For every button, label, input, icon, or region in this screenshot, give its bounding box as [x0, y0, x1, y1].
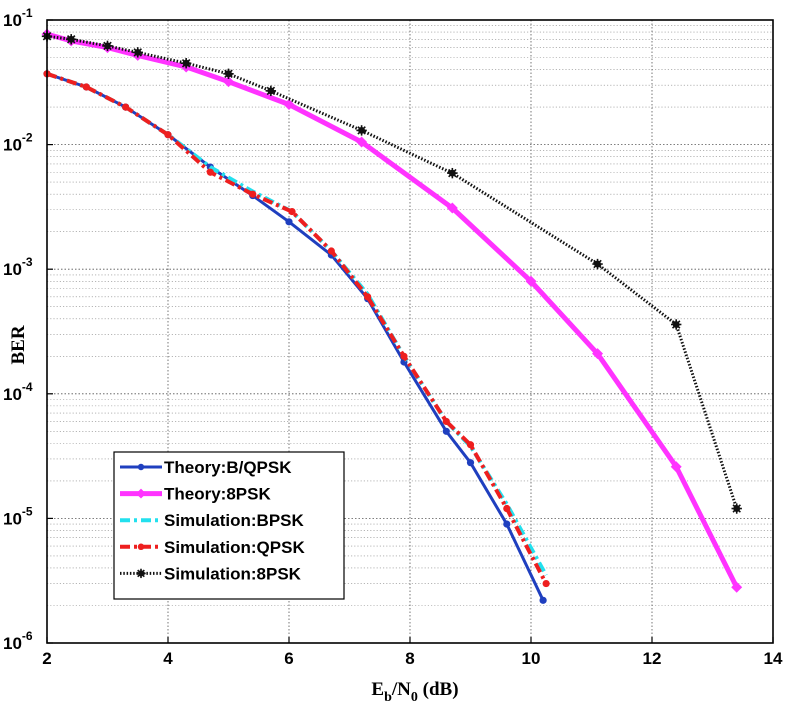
data-point	[137, 463, 145, 471]
legend-entry: Simulation:BPSK	[120, 511, 305, 530]
data-point	[466, 441, 475, 449]
data-point	[503, 504, 511, 513]
data-point	[671, 319, 682, 330]
x-axis-label-sub-b: b	[384, 690, 392, 702]
legend-label: Simulation:BPSK	[164, 511, 305, 530]
data-point	[670, 461, 682, 473]
data-point	[525, 275, 537, 287]
data-point	[136, 568, 146, 579]
data-point	[82, 83, 90, 91]
data-point	[285, 218, 293, 226]
data-point	[102, 40, 113, 52]
x-tick-label: 2	[42, 649, 51, 668]
data-point	[592, 348, 604, 360]
legend-entry: Simulation:QPSK	[120, 538, 305, 557]
series-line	[46, 71, 548, 585]
data-point	[132, 47, 143, 58]
legend-entry: Theory:8PSK	[120, 485, 271, 504]
x-tick-label: 12	[643, 649, 662, 668]
legend-label: Theory:8PSK	[164, 485, 271, 504]
x-tick-label: 10	[522, 649, 541, 668]
data-point	[223, 68, 234, 80]
data-point	[206, 168, 214, 176]
legend-label: Simulation:8PSK	[164, 564, 302, 583]
data-point	[265, 85, 277, 97]
legend: Theory:B/QPSK Theory:8PSK Simulation:BPSK S…	[113, 451, 345, 600]
data-point	[447, 167, 458, 179]
x-axis-label-sub-0: 0	[411, 690, 418, 702]
data-point	[327, 247, 335, 255]
series-line	[46, 34, 739, 509]
data-point	[66, 34, 77, 45]
legend-entry: Theory:B/QPSK	[120, 458, 292, 477]
y-tick-label: 10-6	[3, 629, 33, 653]
data-point	[283, 98, 295, 110]
data-point	[446, 202, 458, 214]
data-point	[400, 352, 408, 360]
data-point	[137, 543, 145, 551]
y-tick-label: 10-4	[3, 380, 33, 404]
legend-label: Simulation:QPSK	[164, 538, 305, 557]
data-point	[731, 581, 743, 593]
series-line	[46, 72, 545, 601]
data-point	[592, 258, 603, 270]
x-axis-label-unit: (dB)	[418, 679, 459, 700]
legend-entry: Simulation:8PSK	[120, 564, 302, 583]
data-point	[542, 579, 550, 588]
data-point	[223, 76, 234, 88]
data-point	[122, 103, 130, 111]
y-tick-label: 10-5	[3, 504, 33, 528]
data-point	[466, 459, 475, 467]
series-layer	[41, 28, 743, 604]
data-point	[356, 125, 367, 136]
x-tick-labels: 2 4 6 8 10 12 14	[42, 637, 783, 668]
data-point	[356, 136, 368, 148]
x-tick-label: 6	[284, 649, 293, 668]
data-point	[442, 427, 450, 435]
x-tick-label: 8	[405, 649, 414, 668]
x-axis-label-slash-n: /N	[391, 679, 411, 700]
data-point	[539, 596, 547, 604]
y-tick-label: 10-1	[3, 6, 33, 30]
x-axis-label: Eb/N0 (dB)	[371, 679, 458, 702]
data-point	[503, 520, 511, 528]
data-point	[442, 417, 450, 426]
y-axis-label: BER	[8, 325, 29, 364]
x-tick-label: 14	[764, 649, 783, 668]
series-5	[41, 31, 742, 514]
legend-box	[113, 451, 345, 600]
data-point	[180, 58, 192, 69]
data-point	[731, 503, 742, 514]
legend-label: Theory:B/QPSK	[164, 458, 292, 477]
y-tick-label: 10-2	[3, 131, 33, 155]
data-point	[364, 293, 372, 301]
data-point	[249, 190, 257, 198]
series-4	[43, 70, 550, 588]
x-axis-label-e: E	[371, 679, 384, 700]
data-point	[288, 207, 296, 216]
y-tick-labels: 10-1 10-2 10-3 10-4 10-5 10-6	[3, 6, 53, 653]
data-point	[136, 488, 146, 499]
data-point	[164, 131, 172, 139]
y-tick-label: 10-3	[3, 255, 33, 279]
x-tick-label: 4	[163, 649, 173, 668]
